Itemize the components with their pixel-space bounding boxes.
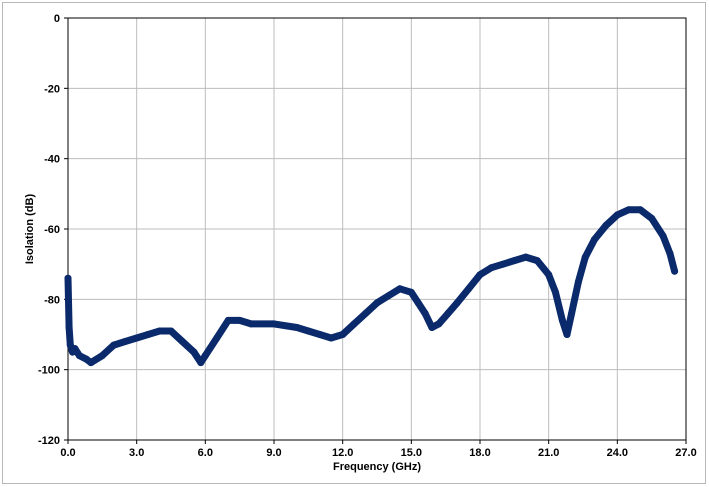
data-point xyxy=(558,316,566,324)
y-tick-label: -60 xyxy=(44,224,60,236)
data-point xyxy=(613,211,621,219)
data-point xyxy=(636,206,644,214)
data-point xyxy=(396,285,404,293)
grid xyxy=(67,17,687,441)
data-point xyxy=(339,331,347,338)
data-point xyxy=(453,299,461,307)
x-axis-title: Frequency (GHz) xyxy=(333,461,421,473)
data-point xyxy=(444,309,452,317)
series-layer xyxy=(64,206,679,367)
series-line xyxy=(64,206,679,367)
x-tick-label: 9.0 xyxy=(266,447,281,459)
y-axis-ticks: 0 -20 -40 -60 -80 -100 -120 xyxy=(38,13,68,447)
data-point xyxy=(522,253,530,261)
data-point xyxy=(304,327,312,335)
data-point xyxy=(71,345,79,353)
data-point xyxy=(133,334,141,342)
data-point xyxy=(75,352,83,360)
x-tick-label: 6.0 xyxy=(198,447,213,459)
data-point xyxy=(197,359,205,367)
y-axis-title: Isolation (dB) xyxy=(24,194,36,265)
x-tick-label: 27.0 xyxy=(675,447,696,459)
data-point xyxy=(421,309,429,317)
data-point xyxy=(499,260,507,268)
data-point xyxy=(428,324,436,331)
data-point xyxy=(602,222,610,229)
data-point xyxy=(270,320,278,328)
data-point xyxy=(465,285,473,293)
x-tick-label: 21.0 xyxy=(538,447,559,459)
data-point xyxy=(190,348,198,356)
data-point xyxy=(435,320,443,328)
data-point xyxy=(487,264,495,272)
data-point xyxy=(236,316,244,324)
data-point xyxy=(178,338,186,345)
y-tick-label: 0 xyxy=(54,13,60,25)
data-point xyxy=(65,324,73,331)
data-point xyxy=(574,278,582,286)
x-tick-label: 18.0 xyxy=(469,447,490,459)
data-point xyxy=(552,288,559,296)
data-point xyxy=(247,320,255,328)
data-point xyxy=(414,299,422,307)
data-point xyxy=(224,316,232,324)
data-point xyxy=(327,334,335,342)
data-point xyxy=(671,267,679,275)
y-tick-label: -20 xyxy=(44,83,60,95)
y-tick-label: -80 xyxy=(44,294,60,306)
data-point xyxy=(144,331,152,338)
x-axis-ticks: 0.0 3.0 6.0 9.0 12.0 15.0 18.0 21.0 24.0 27.0 xyxy=(60,440,697,459)
data-point xyxy=(167,327,175,335)
data-point xyxy=(510,257,518,265)
y-tick-label: -40 xyxy=(44,154,60,166)
data-point xyxy=(213,334,221,342)
data-point xyxy=(659,232,667,240)
data-point xyxy=(545,271,553,279)
data-point xyxy=(201,352,209,360)
y-tick-label: -100 xyxy=(38,365,60,377)
data-point xyxy=(533,257,541,265)
data-point xyxy=(121,338,129,345)
data-point xyxy=(350,320,358,328)
data-point xyxy=(110,341,118,349)
data-point xyxy=(648,214,656,222)
data-point xyxy=(316,331,324,338)
data-point xyxy=(666,250,674,258)
data-point xyxy=(568,309,576,317)
data-point xyxy=(476,271,484,279)
data-point xyxy=(407,288,415,296)
x-tick-label: 3.0 xyxy=(129,447,144,459)
data-point xyxy=(581,253,589,261)
data-point xyxy=(563,331,571,338)
data-point xyxy=(625,206,633,214)
x-tick-label: 24.0 xyxy=(607,447,628,459)
data-point xyxy=(87,359,95,367)
x-tick-label: 0.0 xyxy=(60,447,75,459)
data-point xyxy=(64,274,72,282)
data-point xyxy=(384,292,392,300)
x-tick-label: 12.0 xyxy=(332,447,353,459)
data-point xyxy=(590,236,598,244)
data-point xyxy=(362,309,370,317)
x-tick-label: 15.0 xyxy=(401,447,422,459)
data-point xyxy=(156,327,164,335)
data-point xyxy=(293,324,301,331)
data-point xyxy=(373,299,381,307)
y-tick-label: -120 xyxy=(38,435,60,447)
data-point xyxy=(98,352,106,360)
